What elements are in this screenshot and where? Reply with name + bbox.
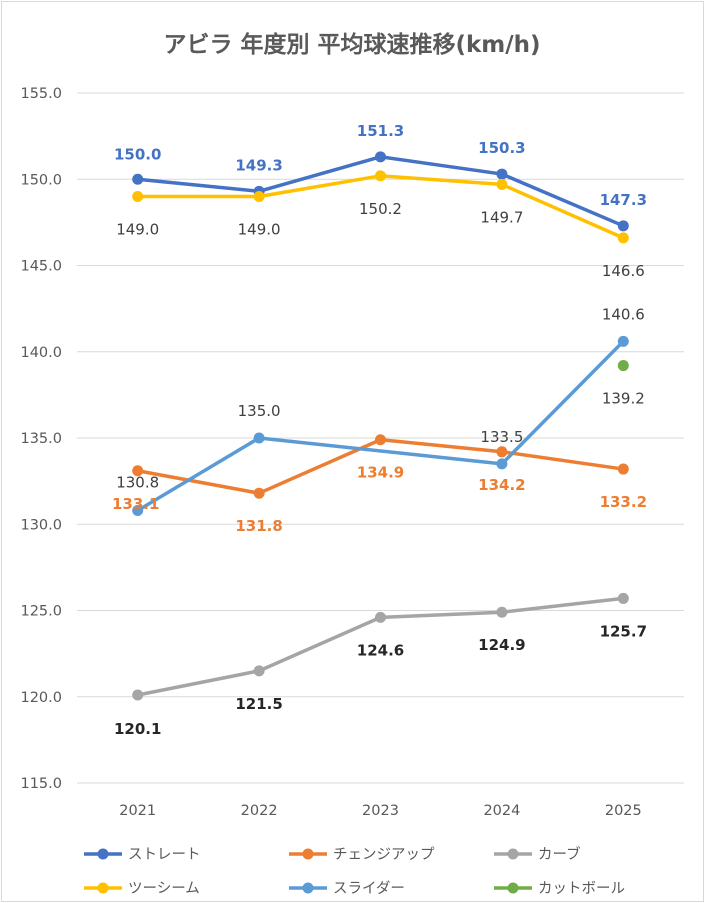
- data-label: 151.3: [357, 122, 404, 140]
- legend-label: ツーシーム: [128, 881, 200, 897]
- series-line: [135, 339, 626, 513]
- data-point: [617, 335, 629, 347]
- data-point: [132, 191, 144, 202]
- data-point: [496, 606, 508, 618]
- data-point: [375, 170, 386, 182]
- y-tick-label: 135.0: [20, 431, 62, 447]
- data-labels: 150.0 149.3 151.3 150.3 147.3 133.1 131.8 134.9…: [112, 122, 647, 738]
- data-label: 150.2: [359, 200, 402, 218]
- data-label: 135.0: [238, 402, 281, 420]
- data-label: 140.6: [602, 305, 645, 323]
- data-label: 149.7: [480, 208, 523, 226]
- data-label: 120.1: [114, 720, 161, 738]
- data-label: 130.8: [116, 473, 159, 491]
- data-point: [132, 504, 144, 516]
- legend-label: スライダー: [333, 880, 405, 897]
- y-tick-label: 120.0: [20, 690, 62, 706]
- data-label: 149.0: [238, 221, 281, 239]
- data-label: 125.7: [600, 622, 647, 640]
- data-label: 149.3: [235, 156, 282, 174]
- legend-marker: [302, 848, 314, 860]
- data-label: 124.6: [357, 641, 404, 659]
- legend-marker: [507, 882, 519, 894]
- legend-marker: [302, 882, 314, 894]
- data-label: 150.0: [114, 145, 161, 163]
- legend-label: カットボール: [538, 880, 625, 897]
- x-tick-label: 2024: [483, 803, 520, 819]
- y-tick-label: 155.0: [20, 86, 62, 102]
- y-tick-label: 130.0: [20, 517, 62, 533]
- data-point: [375, 151, 386, 163]
- data-point: [375, 611, 386, 623]
- y-tick-label: 150.0: [20, 172, 62, 188]
- y-tick-label: 115.0: [20, 776, 62, 792]
- legend-marker: [97, 882, 109, 894]
- data-point: [132, 689, 144, 701]
- x-tick-label: 2021: [119, 803, 156, 819]
- y-tick-label: 140.0: [20, 345, 62, 361]
- data-point: [496, 446, 508, 458]
- x-tick-label: 2022: [241, 803, 278, 819]
- y-tick-label: 125.0: [20, 604, 62, 620]
- data-point: [132, 465, 144, 477]
- data-label: 146.6: [602, 262, 645, 280]
- data-point: [617, 360, 629, 372]
- data-point: [617, 232, 629, 244]
- data-point: [496, 458, 508, 470]
- data-label: 133.5: [480, 428, 523, 446]
- data-point: [132, 173, 144, 185]
- legend-marker: [97, 848, 109, 860]
- x-tick-label: 2023: [362, 803, 399, 819]
- data-label: 134.9: [357, 464, 404, 482]
- legend-marker: [507, 848, 519, 860]
- data-point: [253, 432, 265, 444]
- data-point: [617, 463, 629, 475]
- x-tick-label: 2025: [605, 803, 642, 819]
- legend-label: チェンジアップ: [333, 846, 435, 863]
- x-axis: 2021 2022 2023 2024 2025: [119, 803, 642, 819]
- data-label: 134.2: [478, 476, 525, 494]
- data-point: [496, 178, 508, 190]
- data-point: [253, 665, 265, 677]
- data-point: [253, 191, 265, 202]
- data-label: 150.3: [478, 139, 525, 157]
- data-point: [253, 487, 265, 499]
- y-tick-label: 145.0: [20, 259, 62, 275]
- data-label: 131.8: [235, 517, 282, 535]
- data-point: [375, 434, 386, 446]
- data-point: [617, 220, 629, 232]
- data-point: [617, 592, 629, 604]
- data-label: 133.2: [600, 493, 647, 511]
- data-label: 149.0: [116, 221, 159, 239]
- legend-label: ストレート: [128, 847, 201, 863]
- data-label: 124.9: [478, 636, 525, 654]
- data-point: [496, 168, 508, 180]
- data-label: 139.2: [602, 390, 645, 408]
- data-label: 147.3: [600, 191, 647, 209]
- series-points: [132, 151, 629, 701]
- data-label: 121.5: [235, 695, 282, 713]
- legend-label: カーブ: [538, 845, 581, 863]
- y-axis: 115.0 120.0 125.0 130.0 135.0 140.0 145.0 150.0…: [20, 86, 62, 792]
- chart-title: アビラ 年度別 平均球速推移(km/h): [163, 31, 540, 58]
- data-label: 133.1: [112, 495, 159, 513]
